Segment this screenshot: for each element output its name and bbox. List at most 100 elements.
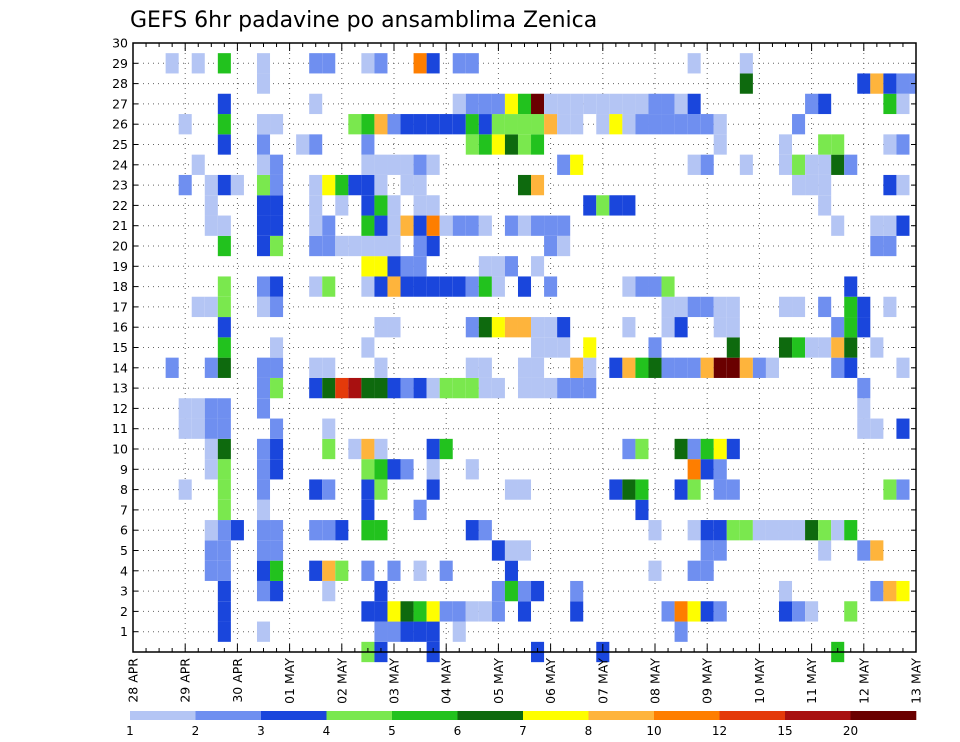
heatmap-cell	[348, 377, 362, 399]
heatmap-cell	[322, 438, 336, 460]
heatmap-cell	[309, 479, 323, 500]
legend-color-swatch	[130, 711, 196, 720]
heatmap-cell	[256, 621, 271, 642]
x-tick-label: 07 MAY	[595, 658, 610, 704]
heatmap-cell	[465, 134, 479, 155]
heatmap-cell	[465, 276, 479, 297]
heatmap-cell	[361, 276, 375, 297]
heatmap-cell	[217, 114, 231, 135]
heatmap-cell	[635, 479, 649, 500]
heatmap-cell	[504, 134, 518, 155]
heatmap-cell	[204, 215, 218, 236]
heatmap-cell	[700, 540, 714, 561]
heatmap-cell	[217, 357, 231, 378]
y-tick-label: 16	[112, 320, 128, 335]
heatmap-cell	[831, 357, 845, 378]
heatmap-cell	[661, 357, 675, 378]
heatmap-cell	[322, 580, 336, 602]
heatmap-cell	[544, 317, 558, 338]
heatmap-cell	[387, 195, 401, 216]
heatmap-cell	[387, 276, 401, 297]
heatmap-cell	[870, 73, 884, 94]
heatmap-cell	[335, 174, 349, 196]
heatmap-cell	[204, 398, 218, 419]
heatmap-cell	[713, 357, 727, 378]
heatmap-cell	[609, 93, 623, 115]
heatmap-cell	[491, 317, 505, 338]
chart-title: GEFS 6hr padavine po ansamblima Zenica	[130, 8, 597, 33]
y-tick-label: 1	[120, 624, 128, 639]
heatmap-cell	[531, 256, 545, 277]
x-tick-label: 10 MAY	[752, 658, 767, 704]
heatmap-cell	[622, 317, 636, 338]
legend-label: 20	[843, 724, 858, 738]
heatmap-cell	[622, 357, 636, 378]
legend-color-swatch	[195, 711, 262, 720]
heatmap-cell	[217, 621, 231, 642]
heatmap-cell	[700, 601, 714, 622]
heatmap-cell	[700, 296, 714, 318]
heatmap-cell	[426, 601, 440, 622]
heatmap-cell	[270, 337, 284, 358]
heatmap-cell	[256, 53, 271, 74]
heatmap-cell	[844, 520, 858, 541]
heatmap-cell	[713, 438, 727, 460]
heatmap-cell	[413, 174, 427, 196]
heatmap-cell	[635, 357, 649, 378]
heatmap-cell	[309, 377, 323, 399]
heatmap-cell	[661, 317, 675, 338]
heatmap-cell	[191, 418, 205, 439]
heatmap-cell	[635, 438, 649, 460]
heatmap-cell	[792, 154, 806, 175]
heatmap-cell	[270, 377, 284, 399]
heatmap-cell	[517, 114, 532, 135]
heatmap-cell	[661, 296, 675, 318]
heatmap-cell	[204, 438, 218, 460]
heatmap-cell	[635, 499, 649, 521]
heatmap-cell	[622, 276, 636, 297]
heatmap-cell	[322, 418, 336, 439]
heatmap-cell	[674, 357, 688, 378]
y-tick-label: 3	[120, 584, 128, 599]
x-tick-label: 30 APR	[230, 658, 245, 703]
x-tick-label: 13 MAY	[909, 658, 924, 704]
heatmap-cell	[491, 93, 505, 115]
heatmap-cell	[309, 357, 323, 378]
heatmap-cell	[400, 621, 414, 642]
heatmap-cell	[792, 114, 806, 135]
y-tick-label: 28	[112, 76, 128, 91]
heatmap-cell	[452, 377, 466, 399]
heatmap-cell	[191, 398, 205, 419]
heatmap-cell	[896, 93, 910, 115]
heatmap-cell	[883, 580, 897, 602]
heatmap-cell	[452, 114, 466, 135]
heatmap-cell	[387, 560, 401, 581]
heatmap-cell	[674, 621, 688, 642]
heatmap-cell	[270, 520, 284, 541]
y-tick-label: 29	[112, 56, 128, 71]
heatmap-cell	[413, 195, 427, 216]
heatmap-cell	[844, 317, 858, 338]
heatmap-cell	[204, 418, 218, 439]
heatmap-cell	[896, 73, 910, 94]
heatmap-cell	[256, 459, 271, 480]
heatmap-cell	[622, 479, 636, 500]
heatmap-cell	[361, 499, 375, 521]
heatmap-cell	[752, 357, 766, 378]
heatmap-cell	[726, 479, 740, 500]
heatmap-cell	[844, 337, 858, 358]
heatmap-cell	[870, 418, 884, 439]
heatmap-cell	[309, 276, 323, 297]
heatmap-cell	[322, 377, 336, 399]
heatmap-cell	[439, 601, 453, 622]
heatmap-cell	[465, 459, 479, 480]
x-tick-label: 28 APR	[126, 658, 141, 703]
heatmap-cell	[191, 154, 205, 175]
heatmap-cell	[478, 520, 492, 541]
heatmap-cell	[609, 479, 623, 500]
heatmap-cell	[491, 134, 505, 155]
heatmap-cell	[857, 296, 871, 318]
heatmap-cell	[452, 93, 466, 115]
x-axis-ticks: 28 APR 29 APR 30 APR 01 MAY 02 MAY 03 MAY 04 M…	[126, 43, 924, 704]
legend-color-swatch	[261, 711, 327, 720]
